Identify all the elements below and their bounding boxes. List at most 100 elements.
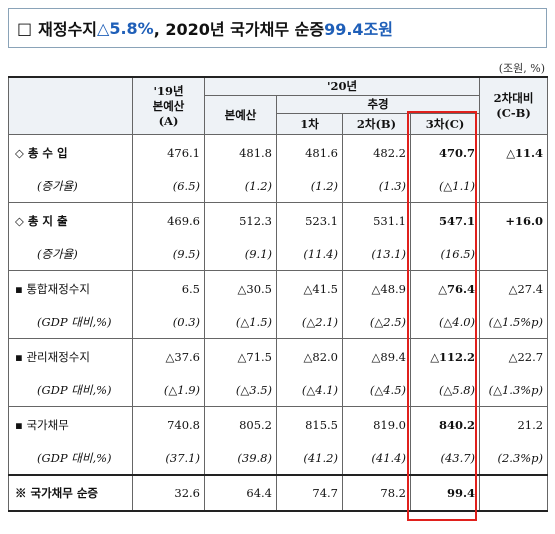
cell: (△2.1): [276, 306, 343, 339]
cell: 476.1: [132, 134, 205, 170]
cell: 805.2: [204, 406, 277, 442]
header-supp-3: 3차(C): [409, 113, 481, 135]
cell: △30.5: [204, 270, 277, 306]
cell: △112.2: [409, 338, 481, 374]
row-label: ◇ 총 수 입: [8, 134, 133, 170]
cell: (16.5): [409, 238, 481, 271]
cell: 815.5: [276, 406, 343, 442]
cell: 740.8: [132, 406, 205, 442]
cell: (△4.5): [342, 374, 411, 407]
row-label: ※ 국가채무 순증: [8, 474, 133, 512]
cell: △71.5: [204, 338, 277, 374]
cell: 64.4: [204, 474, 277, 512]
header-supp-2: 2차(B): [342, 113, 411, 135]
row-label: (GDP 대비,%): [8, 374, 133, 407]
cell: (43.7): [409, 442, 481, 476]
header-diff: 2차대비 (C-B): [479, 76, 549, 135]
cell: △82.0: [276, 338, 343, 374]
cell: (△1.9): [132, 374, 205, 407]
cell: △27.4: [479, 270, 549, 306]
cell: (△3.5): [204, 374, 277, 407]
cell: (9.1): [204, 238, 277, 271]
title-debt-value: 99.4조원: [324, 20, 393, 39]
header-supp-1: 1차: [276, 113, 343, 135]
unit-label: (조원, %): [498, 62, 545, 75]
row-label: (증가율): [8, 238, 133, 271]
cell: (41.2): [276, 442, 343, 476]
cell: (△1.3%p): [479, 374, 549, 407]
cell: [479, 170, 549, 203]
table-row: ▪ 통합재정수지 6.5 △30.5 △41.5 △48.9 △76.4 △27…: [8, 270, 549, 306]
header-19-budget: '19년 본예산 (A): [132, 76, 205, 135]
row-label: (GDP 대비,%): [8, 442, 133, 476]
cell: [479, 238, 549, 271]
fiscal-table: '19년 본예산 (A) '20년 2차대비 (C-B) 본예산 추경 1차 2…: [8, 76, 549, 512]
cell: △37.6: [132, 338, 205, 374]
header-20-year: '20년: [203, 76, 481, 96]
row-label: (GDP 대비,%): [8, 306, 133, 339]
cell: (△1.5%p): [479, 306, 549, 339]
cell: (1.2): [276, 170, 343, 203]
cell: 470.7: [409, 134, 481, 170]
cell: 819.0: [342, 406, 411, 442]
cell: (△1.1): [409, 170, 481, 203]
cell: +16.0: [479, 202, 549, 238]
cell: 6.5: [132, 270, 205, 306]
cell: △11.4: [479, 134, 549, 170]
row-label: ◇ 총 지 출: [8, 202, 133, 238]
table-row: (GDP 대비,%) (0.3) (△1.5) (△2.1) (△2.5) (△…: [8, 306, 549, 339]
cell: 78.2: [342, 474, 411, 512]
cell: (1.3): [342, 170, 411, 203]
header-corner: [8, 76, 133, 135]
cell: 32.6: [132, 474, 205, 512]
table-row: ▪ 관리재정수지 △37.6 △71.5 △82.0 △89.4 △112.2 …: [8, 338, 549, 374]
row-label: ▪ 통합재정수지: [8, 270, 133, 306]
cell: 482.2: [342, 134, 411, 170]
header-supplementary: 추경: [275, 95, 481, 114]
cell: 523.1: [276, 202, 343, 238]
cell: 469.6: [132, 202, 205, 238]
table-row: (증가율) (9.5) (9.1) (11.4) (13.1) (16.5): [8, 238, 549, 271]
cell: 481.8: [204, 134, 277, 170]
cell: 547.1: [409, 202, 481, 238]
header-20-budget: 본예산: [204, 95, 277, 135]
table-row: ※ 국가채무 순증 32.6 64.4 74.7 78.2 99.4: [8, 474, 549, 512]
cell: 481.6: [276, 134, 343, 170]
cell: (6.5): [132, 170, 205, 203]
cell: (△5.8): [409, 374, 481, 407]
cell: (△2.5): [342, 306, 411, 339]
cell: △89.4: [342, 338, 411, 374]
cell: (41.4): [342, 442, 411, 476]
table-row: ◇ 총 수 입 476.1 481.8 481.6 482.2 470.7 △1…: [8, 134, 549, 170]
cell: 21.2: [479, 406, 549, 442]
cell: (0.3): [132, 306, 205, 339]
cell: 74.7: [276, 474, 343, 512]
cell: △41.5: [276, 270, 343, 306]
cell: (13.1): [342, 238, 411, 271]
cell: 512.3: [204, 202, 277, 238]
cell: (△4.1): [276, 374, 343, 407]
title-deficit-value: △5.8%: [97, 18, 154, 38]
cell: 99.4: [409, 474, 481, 512]
table-row: ▪ 국가채무 740.8 805.2 815.5 819.0 840.2 21.…: [8, 406, 549, 442]
checkbox-square-icon: □: [17, 18, 33, 38]
cell: (2.3%p): [479, 442, 549, 476]
cell: (11.4): [276, 238, 343, 271]
cell: (37.1): [132, 442, 205, 476]
cell: (39.8): [204, 442, 277, 476]
table-row: ◇ 총 지 출 469.6 512.3 523.1 531.1 547.1 +1…: [8, 202, 549, 238]
cell: (△1.5): [204, 306, 277, 339]
title-middle: , 2020년 국가채무 순증: [153, 20, 325, 39]
row-label: (증가율): [8, 170, 133, 203]
row-label: ▪ 국가채무: [8, 406, 133, 442]
row-label: ▪ 관리재정수지: [8, 338, 133, 374]
table-row: (GDP 대비,%) (37.1) (39.8) (41.2) (41.4) (…: [8, 442, 549, 476]
cell: (9.5): [132, 238, 205, 271]
page-title: □ 재정수지 △5.8% , 2020년 국가채무 순증 99.4조원: [8, 8, 547, 48]
cell: [479, 474, 549, 512]
table-row: (GDP 대비,%) (△1.9) (△3.5) (△4.1) (△4.5) (…: [8, 374, 549, 407]
cell: (1.2): [204, 170, 277, 203]
title-prefix: 재정수지: [38, 20, 98, 39]
table-row: (증가율) (6.5) (1.2) (1.2) (1.3) (△1.1): [8, 170, 549, 203]
cell: 531.1: [342, 202, 411, 238]
